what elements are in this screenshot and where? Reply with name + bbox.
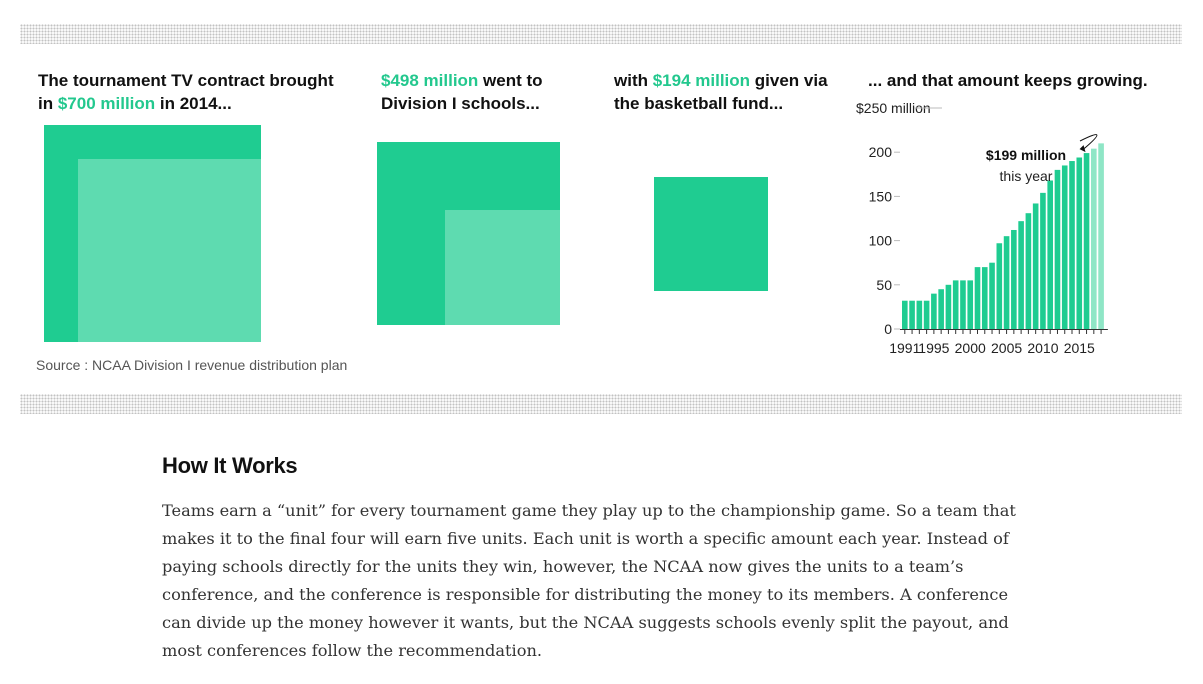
bar xyxy=(1054,169,1061,329)
caption-tv-contract: The tournament TV contract brought in $7… xyxy=(38,71,334,113)
x-tick-label: 1991 xyxy=(889,340,920,356)
annotation-label: this year xyxy=(1000,168,1053,184)
bar xyxy=(967,280,974,329)
x-tick-label: 1995 xyxy=(918,340,949,356)
bar xyxy=(1061,165,1068,329)
bar xyxy=(923,300,930,329)
bar xyxy=(1018,221,1024,329)
top-dotted-divider xyxy=(20,24,1182,44)
square-194-inset xyxy=(445,210,560,325)
x-tick-label: 2015 xyxy=(1064,340,1095,356)
bottom-dotted-divider xyxy=(20,394,1182,414)
annotation-value: $199 million xyxy=(986,147,1066,163)
bar xyxy=(1040,192,1046,329)
x-tick-label: 2000 xyxy=(955,340,986,356)
bar xyxy=(902,300,908,329)
bar xyxy=(1083,153,1090,329)
bar xyxy=(989,262,995,329)
x-tick-label: 2005 xyxy=(991,340,1022,356)
bar xyxy=(909,300,915,329)
x-tick-label: 2010 xyxy=(1027,340,1058,356)
y-tick-label: 100 xyxy=(869,233,893,249)
bar xyxy=(1091,148,1097,329)
bar xyxy=(981,267,988,329)
bar xyxy=(916,300,923,329)
caption-keeps-growing: ... and that amount keeps growing. xyxy=(868,71,1148,90)
y-tick-label: 0 xyxy=(884,321,892,337)
bar xyxy=(952,280,959,329)
y-tick-label: 150 xyxy=(869,188,893,204)
bar xyxy=(1098,143,1104,329)
y-tick-label: 50 xyxy=(876,277,892,293)
bar xyxy=(1076,157,1083,329)
bar xyxy=(945,284,952,329)
bar xyxy=(1069,161,1075,329)
annotation-arrowhead xyxy=(1079,145,1086,153)
caption-highlight: $194 million xyxy=(652,71,751,90)
bar xyxy=(1003,236,1010,329)
bar xyxy=(938,289,944,329)
y-tick-label: $250 million xyxy=(856,100,931,116)
caption-division-one: $498 million went to Division I schools.… xyxy=(381,71,543,113)
caption-basketball-fund: with $194 million given via the basketba… xyxy=(614,71,828,113)
y-tick-label: 200 xyxy=(869,144,893,160)
bar xyxy=(1011,229,1017,329)
annotation-arrow xyxy=(1079,134,1098,150)
bar xyxy=(974,267,981,329)
bar xyxy=(1047,180,1053,329)
caption-highlight: $498 million xyxy=(381,71,479,90)
square-194-million xyxy=(654,177,768,291)
bar xyxy=(1025,213,1032,329)
bar xyxy=(931,293,937,329)
section-heading: How It Works xyxy=(162,453,298,478)
bar xyxy=(996,243,1003,329)
bar xyxy=(960,280,966,329)
bar xyxy=(1032,203,1039,329)
source-note: Source : NCAA Division I revenue distrib… xyxy=(36,357,348,373)
caption-highlight: $700 million xyxy=(57,94,156,113)
square-498-inset xyxy=(78,159,261,342)
section-body-text: Teams earn a “unit” for every tournament… xyxy=(162,501,1016,660)
